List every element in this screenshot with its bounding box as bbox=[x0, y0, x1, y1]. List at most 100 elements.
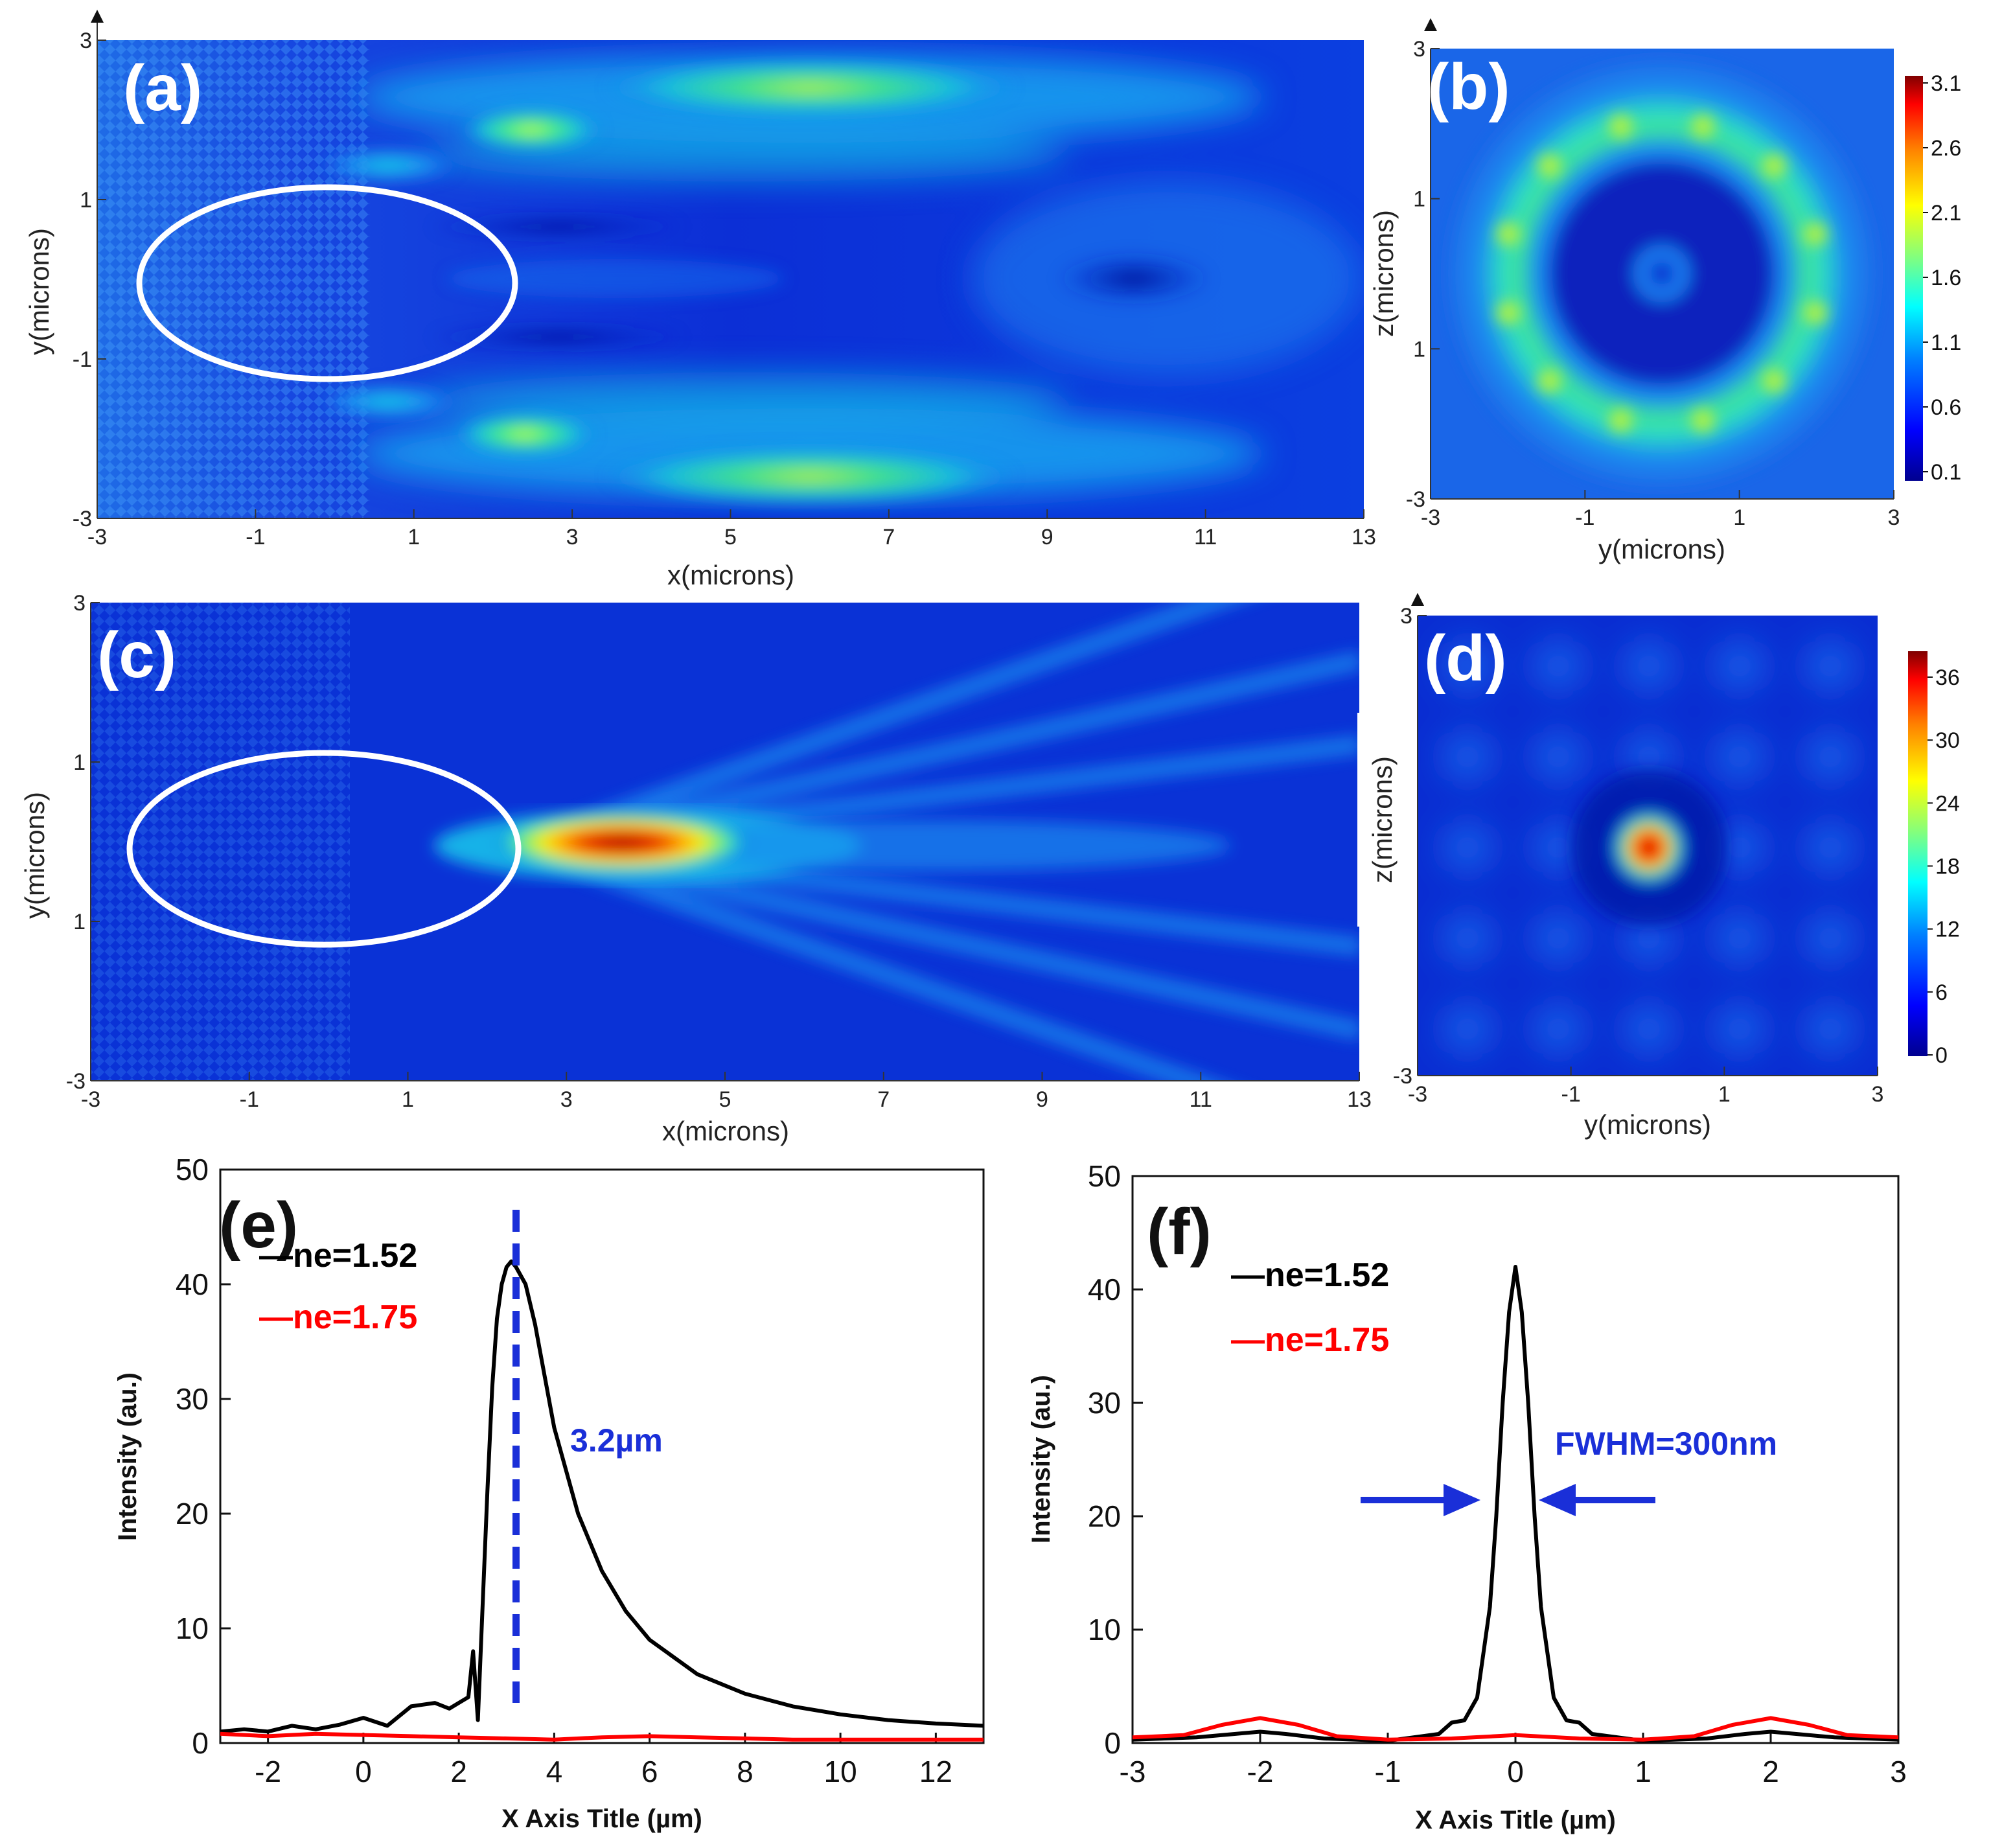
panel-c-x-tick-label: 13 bbox=[1347, 1087, 1372, 1112]
panel-d-y-tick-label: -3 bbox=[1393, 1064, 1412, 1089]
panel-d-colorbar-tick: 12 bbox=[1935, 918, 1960, 942]
panel-e-x-tick-label: -2 bbox=[255, 1755, 281, 1788]
panel-f-label: (f) bbox=[1147, 1195, 1212, 1268]
panel-c-ray bbox=[515, 837, 1218, 1081]
panel-b-x-tick-label: -1 bbox=[1575, 505, 1594, 530]
panel-b-colorbar-tick: 3.1 bbox=[1931, 71, 1961, 96]
panel-c-heatmap bbox=[91, 603, 1359, 1081]
panel-b-ring-hotspot bbox=[1497, 222, 1521, 246]
panel-c-label: (c) bbox=[97, 619, 176, 691]
panel-f-x-axis-title: X Axis Title (µm) bbox=[1415, 1806, 1616, 1834]
panel-b-heatmap bbox=[1431, 49, 1894, 499]
panel-e-x-tick-label: 12 bbox=[919, 1755, 952, 1788]
panel-a-x-tick-label: 5 bbox=[724, 525, 737, 549]
panel-f-y-tick-label: 20 bbox=[1088, 1499, 1121, 1533]
panel-b-axes bbox=[1424, 18, 1894, 500]
panel-f-legend-ne152: —ne=1.52 bbox=[1231, 1256, 1389, 1294]
panel-f-legend-ne175: —ne=1.75 bbox=[1231, 1321, 1389, 1359]
panel-f-series-ne152 bbox=[1132, 1265, 1899, 1743]
panel-d-heatmap bbox=[1418, 616, 1878, 1076]
panel-b-colorbar-tick: 0.6 bbox=[1931, 395, 1961, 420]
panel-b-x-axis-title: y(microns) bbox=[1598, 534, 1725, 564]
panel-e-legend-ne152: —ne=1.52 bbox=[259, 1237, 417, 1275]
panel-c-x-tick-label: -3 bbox=[81, 1087, 100, 1112]
panel-d-ripple bbox=[1532, 912, 1584, 964]
panel-e-x-tick-label: 2 bbox=[450, 1755, 467, 1788]
panel-b-y-tick-label: 1 bbox=[1413, 187, 1425, 212]
panel-d-colorbar-tick: 30 bbox=[1935, 728, 1960, 753]
panel-d-ripple bbox=[1714, 912, 1766, 964]
panel-b-ring-hotspot bbox=[1803, 301, 1827, 325]
panel-a: (a) -3 -1 1 3 5 7 9 11 13 31-1-3 x(microns) y(mi… bbox=[24, 10, 1376, 590]
panel-d-ripple bbox=[1442, 640, 1493, 692]
panel-e: -2 0 2 4 6 8 10 12 0 10 20 30 40 50 (e) —ne=1.52 —ne=… bbox=[113, 1153, 985, 1833]
panel-a-x-tick-label: 9 bbox=[1041, 525, 1053, 549]
panel-d-ripple bbox=[1623, 912, 1675, 964]
panel-c-ray bbox=[515, 603, 1240, 855]
panel-d-axes bbox=[1411, 593, 1878, 1076]
panel-b-ring-hotspot bbox=[1537, 369, 1561, 393]
panel-b-ring-hotspot bbox=[1609, 408, 1633, 432]
panel-b-y-tick-label: 3 bbox=[1413, 37, 1425, 62]
panel-e-x-tick-label: 0 bbox=[355, 1755, 372, 1788]
panel-f-x-tick-label: -2 bbox=[1247, 1755, 1274, 1788]
panel-b-y-ticks: 3 1 1 -3 bbox=[1406, 37, 1440, 512]
panel-f-fwhm-arrows bbox=[1361, 1484, 1655, 1516]
panel-e-y-tick-label: 40 bbox=[176, 1267, 209, 1301]
panel-d-ripple bbox=[1804, 640, 1856, 692]
panel-e-series-ne152 bbox=[220, 1259, 984, 1734]
panel-e-series-ne175 bbox=[220, 1731, 984, 1742]
panel-b-x-tick-label: -3 bbox=[1421, 505, 1440, 530]
panel-d-x-ticks: -3 -1 1 3 bbox=[1408, 1067, 1883, 1107]
panel-d: (d) -3 -1 1 3 3-3 y(microns) z(microns) 363… bbox=[1357, 593, 1960, 1140]
panel-b-colorbar-tick: 2.6 bbox=[1931, 136, 1961, 161]
panel-d-colorbar-tick: 36 bbox=[1935, 665, 1960, 690]
panel-a-heatmap bbox=[97, 40, 1364, 518]
panel-f-y-tick-label: 10 bbox=[1088, 1613, 1121, 1646]
panel-b: (b) -3 -1 1 3 3 1 1 -3 y(microns) z(microns) 3… bbox=[1368, 18, 1961, 564]
panel-b-x-ticks: -3 -1 1 3 bbox=[1421, 490, 1900, 530]
panel-a-x-tick-label: 3 bbox=[566, 525, 579, 549]
panel-e-y-axis-title: Intensity (au.) bbox=[113, 1372, 142, 1541]
panel-a-x-tick-label: 13 bbox=[1352, 525, 1376, 549]
panel-d-ylabel-backing bbox=[1357, 713, 1412, 927]
panel-a-y-tick-label: -3 bbox=[73, 507, 92, 531]
panel-a-y-tick-label: 3 bbox=[80, 29, 92, 53]
panel-d-ripple bbox=[1532, 640, 1584, 692]
panel-f-x-tick-label: 0 bbox=[1507, 1755, 1524, 1788]
panel-a-y-tick-label: -1 bbox=[73, 347, 92, 372]
panel-b-ring-hotspot bbox=[1762, 369, 1786, 393]
panel-d-colorbar-tick: 0 bbox=[1935, 1043, 1948, 1068]
panel-e-y-tick-label: 30 bbox=[176, 1382, 209, 1416]
panel-d-ripple bbox=[1804, 912, 1856, 964]
panel-e-x-tick-label: 6 bbox=[641, 1755, 658, 1788]
panel-d-colorbar-ticks: 36 30 24 18 12 6 0 bbox=[1928, 665, 1960, 1068]
panel-c-x-tick-label: -1 bbox=[240, 1087, 259, 1112]
panel-a-x-tick-label: -1 bbox=[246, 525, 265, 549]
panel-d-label: (d) bbox=[1424, 622, 1507, 695]
panel-d-y-axis-title: z(microns) bbox=[1367, 756, 1398, 883]
panel-e-y-tick-label: 20 bbox=[176, 1497, 209, 1530]
panel-e-frame bbox=[219, 1168, 985, 1744]
panel-b-ring-hotspot bbox=[1762, 154, 1786, 178]
panel-f-x-tick-label: 1 bbox=[1635, 1755, 1651, 1788]
panel-b-ring-hotspot bbox=[1497, 301, 1521, 325]
panel-a-x-axis-title: x(microns) bbox=[667, 560, 794, 590]
panel-c-x-tick-label: 7 bbox=[877, 1087, 890, 1112]
panel-a-y-ticks: 3 1 -1 -3 bbox=[73, 29, 106, 531]
panel-c-x-tick-label: 3 bbox=[560, 1087, 573, 1112]
panel-f-y-tick-label: 40 bbox=[1088, 1273, 1121, 1306]
panel-d-ripple bbox=[1623, 731, 1675, 783]
panel-d-ripple bbox=[1714, 731, 1766, 783]
panel-d-colorbar-tick: 6 bbox=[1935, 980, 1948, 1005]
panel-c-y-tick-label: -3 bbox=[66, 1069, 86, 1094]
panel-c-x-tick-label: 9 bbox=[1036, 1087, 1048, 1112]
panel-a-y-axis-title: y(microns) bbox=[24, 228, 54, 355]
panel-e-series bbox=[220, 1209, 984, 1742]
panel-d-ripple bbox=[1442, 731, 1493, 783]
panel-b-label: (b) bbox=[1427, 51, 1510, 123]
panel-f-y-tick-label: 0 bbox=[1104, 1726, 1121, 1760]
panel-d-ripple bbox=[1804, 1003, 1856, 1055]
panel-d-colorbar bbox=[1908, 651, 1928, 1056]
